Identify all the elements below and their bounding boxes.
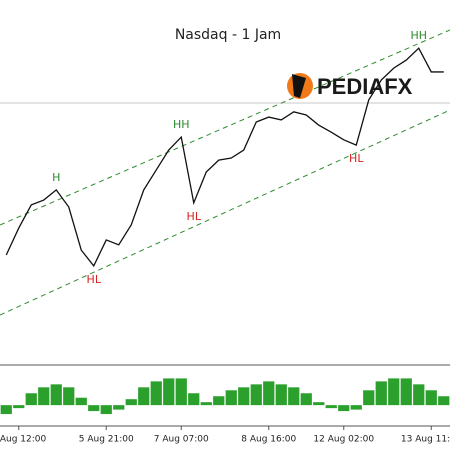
macd-bar xyxy=(75,397,87,406)
macd-bar xyxy=(163,378,175,406)
macd-bar xyxy=(188,393,200,406)
macd-bar xyxy=(213,396,225,406)
macd-bar xyxy=(113,405,125,410)
macd-bar xyxy=(238,387,250,406)
macd-bar xyxy=(313,402,325,406)
logo: PEDIAFX xyxy=(287,73,413,99)
macd-bar xyxy=(288,387,300,406)
macd-bar xyxy=(63,387,75,406)
x-tick-label: 8 Aug 16:00 xyxy=(241,435,296,445)
macd-bar xyxy=(350,405,362,410)
macd-bar xyxy=(275,384,287,406)
logo-icon-mark xyxy=(292,74,306,98)
swing-label: HH xyxy=(410,29,427,42)
macd-bar xyxy=(325,405,337,409)
macd-bar xyxy=(338,405,350,412)
macd-bar xyxy=(388,378,400,406)
macd-bar xyxy=(438,396,450,406)
macd-bar xyxy=(125,399,137,406)
macd-bar xyxy=(175,378,187,406)
macd-bar xyxy=(88,405,100,412)
macd-bar xyxy=(100,405,112,415)
macd-bar xyxy=(25,393,37,406)
macd-bar xyxy=(0,405,12,415)
x-tick-label: 4 Aug 12:00 xyxy=(0,435,46,445)
macd-bar xyxy=(363,390,375,406)
macd-bar xyxy=(50,384,62,406)
price-line xyxy=(5,47,444,268)
macd-bar xyxy=(250,384,262,406)
macd-bar xyxy=(300,393,312,406)
macd-bar xyxy=(38,387,50,406)
macd-bar xyxy=(200,402,212,406)
x-tick-label: 13 Aug 11:00 xyxy=(401,435,450,445)
x-tick-label: 7 Aug 07:00 xyxy=(154,435,209,445)
macd-bar xyxy=(425,390,437,406)
macd-bar xyxy=(400,378,412,406)
swing-label: HL xyxy=(349,152,364,165)
macd-bar xyxy=(375,381,387,406)
macd-bar xyxy=(413,384,425,406)
logo-text: PEDIAFX xyxy=(317,74,413,99)
swing-label: HL xyxy=(187,210,202,223)
macd-bar xyxy=(150,381,162,406)
macd-bar xyxy=(263,381,275,406)
swing-label: H xyxy=(52,171,60,184)
swing-label: HH xyxy=(173,118,190,131)
x-tick-label: 12 Aug 02:00 xyxy=(313,435,374,445)
macd-bar xyxy=(225,390,237,406)
swing-label: HL xyxy=(87,273,102,286)
macd-bar xyxy=(138,387,150,406)
channel-upper xyxy=(0,29,450,226)
chart-title: Nasdaq - 1 Jam xyxy=(175,27,281,43)
macd-bar xyxy=(13,405,25,409)
channel-lower xyxy=(0,109,450,316)
x-tick-label: 5 Aug 21:00 xyxy=(79,435,134,445)
